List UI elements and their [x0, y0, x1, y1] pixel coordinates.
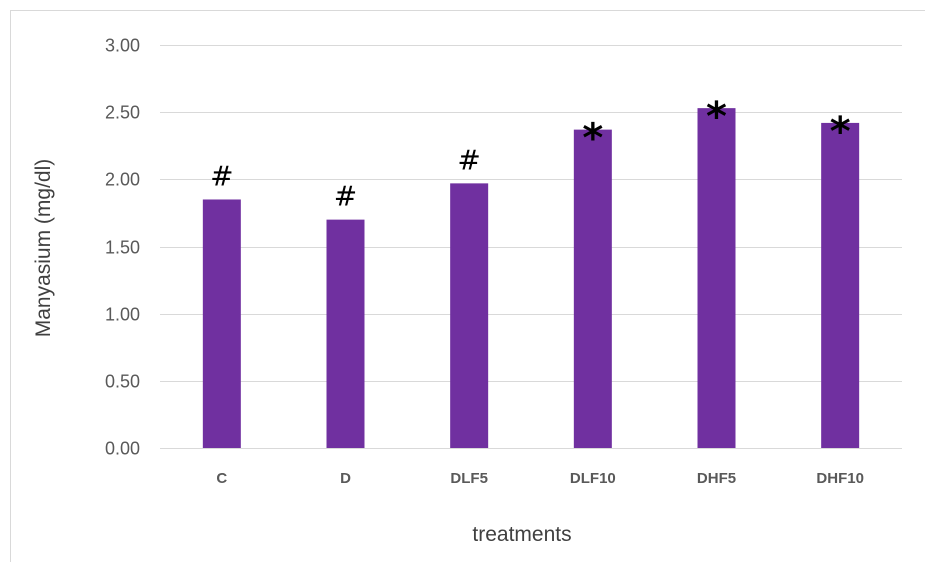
y-tick-label: 1.50 [105, 238, 140, 258]
significance-marker: # [210, 159, 233, 192]
x-axis-title: treatments [472, 523, 571, 546]
gridlines [160, 45, 902, 449]
bar-dlf5 [450, 183, 489, 448]
significance-markers: # # # * * * [210, 94, 851, 212]
bar-dhf5 [697, 108, 736, 449]
bar-dhf10 [821, 122, 860, 448]
bar-c [202, 199, 241, 448]
bar-d [326, 219, 365, 448]
x-tick-label: DLF10 [570, 470, 616, 487]
y-axis-tick-labels: 0.00 0.50 1.00 1.50 2.00 2.50 3.00 [105, 36, 140, 459]
y-tick-label: 0.00 [105, 439, 140, 459]
y-tick-label: 2.50 [105, 103, 140, 123]
significance-marker: * [582, 116, 603, 162]
x-tick-label: D [340, 470, 351, 487]
significance-marker: # [457, 143, 480, 176]
x-tick-label: DHF5 [697, 470, 736, 487]
bars [202, 108, 860, 449]
y-tick-label: 2.00 [105, 170, 140, 190]
x-tick-label: DHF10 [816, 470, 864, 487]
significance-marker: * [830, 109, 851, 155]
significance-marker: # [334, 180, 357, 213]
significance-marker: * [706, 94, 727, 140]
x-axis-tick-labels: C D DLF5 DLF10 DHF5 DHF10 [216, 470, 864, 487]
x-tick-label: DLF5 [450, 470, 488, 487]
y-tick-label: 1.00 [105, 305, 140, 325]
x-tick-label: C [216, 470, 227, 487]
y-tick-label: 3.00 [105, 36, 140, 56]
bar-dlf10 [573, 129, 612, 448]
y-axis-title: Manyasium (mg/dl) [32, 159, 55, 338]
y-tick-label: 0.50 [105, 372, 140, 392]
